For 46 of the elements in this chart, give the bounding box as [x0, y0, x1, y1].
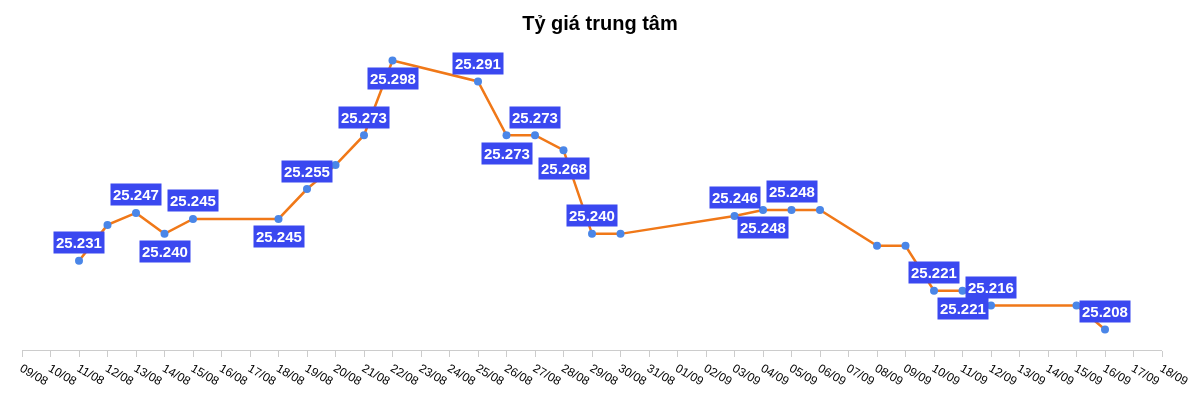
- chart-title: Tỷ giá trung tâm: [522, 11, 678, 34]
- point: [901, 241, 910, 250]
- point: [388, 56, 397, 65]
- point: [730, 211, 739, 220]
- data-label: 25.273: [341, 109, 387, 126]
- point: [531, 131, 539, 140]
- point: [474, 77, 482, 86]
- data-label: 25.245: [256, 228, 302, 245]
- point: [160, 229, 169, 238]
- point: [132, 208, 140, 217]
- point: [816, 205, 824, 214]
- point: [103, 220, 112, 229]
- data-label: 25.291: [455, 55, 501, 72]
- point: [75, 256, 83, 265]
- data-label: 25.208: [1082, 303, 1128, 320]
- point: [873, 241, 881, 250]
- data-label: 25.216: [968, 279, 1014, 296]
- data-label: 25.246: [712, 189, 758, 206]
- data-label: 25.298: [370, 70, 416, 87]
- point: [274, 214, 283, 223]
- point: [787, 205, 796, 214]
- point: [930, 286, 938, 295]
- data-label: 25.255: [284, 163, 330, 180]
- point: [303, 185, 311, 194]
- data-label: 25.248: [740, 219, 786, 236]
- point: [1072, 301, 1081, 310]
- data-label: 25.273: [512, 109, 558, 126]
- data-label: 25.221: [940, 300, 986, 317]
- point: [360, 131, 368, 140]
- data-label: 25.240: [142, 243, 188, 260]
- data-label: 25.245: [170, 192, 216, 209]
- data-label: 25.231: [56, 234, 102, 251]
- data-label: 25.247: [113, 186, 159, 203]
- data-label: 25.273: [484, 145, 530, 162]
- point: [958, 286, 967, 295]
- point: [759, 205, 767, 214]
- point: [559, 146, 568, 155]
- data-label: 25.248: [769, 183, 815, 200]
- point: [189, 214, 197, 223]
- data-label: 25.240: [569, 207, 615, 224]
- point: [588, 229, 596, 238]
- point: [1101, 325, 1109, 334]
- point: [616, 229, 625, 238]
- point: [502, 131, 511, 140]
- data-label: 25.268: [541, 160, 587, 177]
- data-label: 25.221: [911, 264, 957, 281]
